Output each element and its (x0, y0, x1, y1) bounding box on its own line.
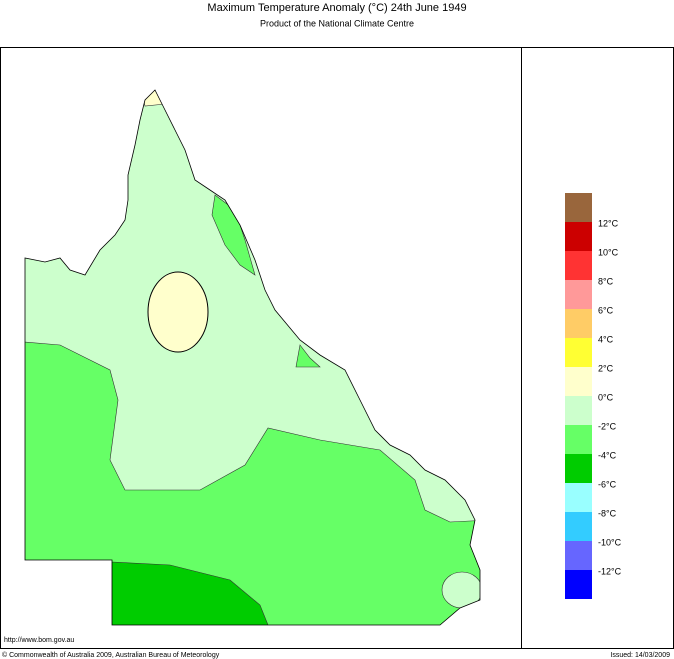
legend-swatch (565, 512, 592, 541)
copyright: © Commonwealth of Australia 2009, Austra… (2, 651, 220, 659)
legend-label: 10°C (598, 247, 619, 257)
legend-swatch (565, 251, 592, 280)
legend-swatch (565, 425, 592, 454)
legend-swatch (565, 541, 592, 570)
legend-swatch (565, 483, 592, 512)
issued: Issued: 14/03/2009 (610, 652, 670, 659)
legend-label: -6°C (598, 479, 617, 489)
legend-swatch (565, 222, 592, 251)
legend-swatch (565, 396, 592, 425)
legend-swatch (565, 570, 592, 599)
legend-label: 0°C (598, 392, 614, 402)
legend-swatch (565, 309, 592, 338)
legend-label: 4°C (598, 334, 614, 344)
url: http://www.bom.gov.au (4, 637, 74, 644)
legend-swatch (565, 454, 592, 483)
legend-swatch (565, 367, 592, 396)
region (295, 344, 321, 368)
legend-label: -10°C (598, 537, 622, 547)
legend-swatch (565, 193, 592, 222)
map-regions (25, 90, 480, 625)
legend-label: 8°C (598, 276, 614, 286)
legend-label: -4°C (598, 450, 617, 460)
legend-label: 2°C (598, 363, 614, 373)
legend-label: -12°C (598, 566, 622, 576)
title: Maximum Temperature Anomaly (°C) 24th Ju… (207, 2, 466, 14)
legend-label: 12°C (598, 218, 619, 228)
legend-swatch (565, 338, 592, 367)
region (99, 561, 271, 625)
legend-swatch (565, 280, 592, 309)
region (147, 271, 209, 353)
region (441, 571, 480, 609)
legend-label: 6°C (598, 305, 614, 315)
legend-label: -2°C (598, 421, 617, 431)
legend: 12°C 10°C 8°C 6°C 4°C 2°C 0°C -2°C -4°C -6°C -8°C -… (565, 193, 622, 599)
subtitle: Product of the National Climate Centre (260, 18, 414, 28)
legend-label: -8°C (598, 508, 617, 518)
